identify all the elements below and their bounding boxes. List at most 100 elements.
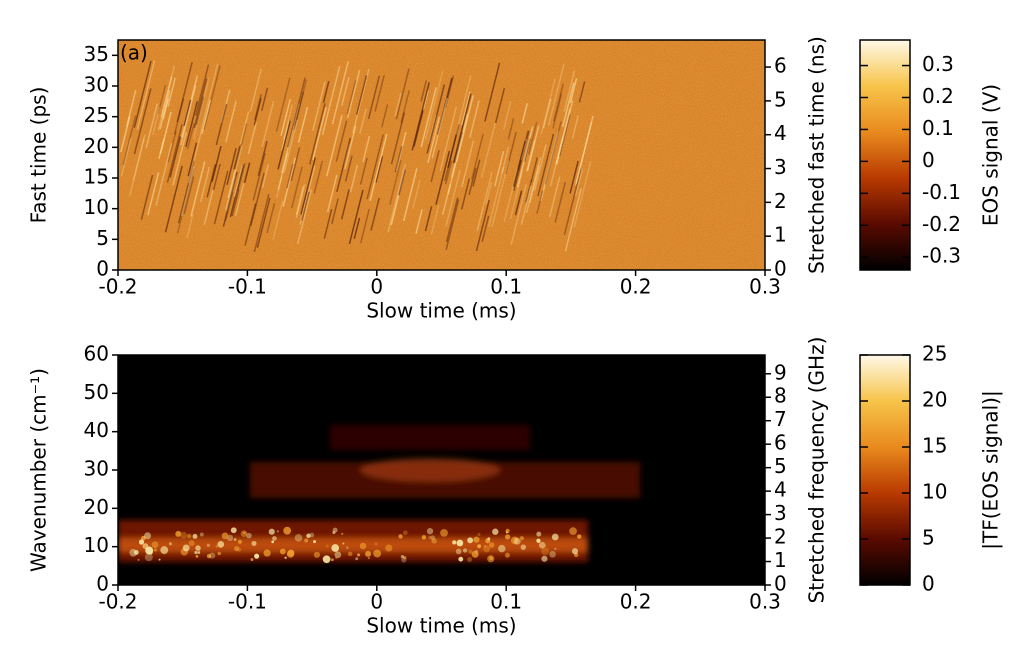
texture	[462, 548, 468, 553]
texture	[187, 130, 203, 184]
texture	[390, 112, 406, 165]
x-tick-label: 0	[370, 275, 383, 299]
texture	[335, 120, 348, 162]
texture	[554, 181, 567, 223]
texture	[430, 150, 440, 183]
texture	[136, 60, 156, 130]
texture	[225, 100, 237, 143]
texture	[185, 101, 199, 148]
texture	[385, 544, 393, 552]
texture	[194, 550, 198, 555]
texture	[282, 104, 294, 140]
texture	[536, 531, 542, 537]
y2-tick-label: 3	[774, 501, 787, 525]
texture	[461, 140, 475, 188]
texture	[527, 121, 538, 155]
y2-tick-label: 3	[774, 155, 787, 179]
texture	[552, 93, 563, 129]
texture	[144, 553, 153, 562]
texture	[468, 549, 473, 554]
y-tick-label: 30	[84, 457, 109, 481]
y-tick-label: 0	[96, 572, 109, 596]
texture	[349, 164, 359, 193]
texture	[344, 125, 357, 170]
texture	[426, 527, 434, 535]
texture	[215, 545, 219, 548]
texture	[504, 534, 511, 540]
texture	[533, 144, 547, 191]
texture	[295, 184, 306, 219]
texture	[578, 81, 586, 103]
texture	[471, 133, 484, 180]
texture	[158, 558, 161, 561]
texture	[435, 150, 451, 206]
texture	[403, 530, 408, 536]
texture	[427, 116, 441, 163]
texture	[484, 62, 501, 122]
texture	[240, 530, 248, 537]
texture	[182, 544, 190, 552]
texture	[294, 534, 303, 542]
texture	[548, 176, 561, 218]
colorbar-title: EOS signal (V)	[979, 84, 1003, 226]
texture	[442, 184, 452, 215]
texture	[138, 539, 145, 545]
texture	[254, 94, 262, 121]
texture	[331, 198, 339, 225]
texture	[120, 137, 132, 177]
y2-tick-label: 8	[774, 384, 787, 408]
texture	[352, 68, 370, 134]
texture	[230, 527, 237, 534]
texture	[152, 107, 161, 136]
texture	[520, 185, 532, 226]
texture	[428, 535, 432, 540]
texture	[206, 164, 217, 198]
texture	[482, 171, 493, 207]
y-tick-label: 15	[84, 165, 109, 189]
texture	[453, 131, 464, 164]
texture	[268, 528, 275, 535]
texture	[374, 542, 378, 546]
texture	[431, 538, 437, 544]
texture	[471, 550, 479, 558]
texture	[167, 77, 176, 107]
texture	[341, 532, 344, 535]
texture	[520, 138, 528, 161]
texture	[509, 170, 524, 220]
texture	[286, 550, 295, 558]
texture	[145, 103, 159, 149]
texture	[452, 93, 472, 164]
texture	[206, 543, 211, 548]
y-tick-label: 20	[84, 134, 109, 158]
texture	[365, 550, 372, 557]
texture	[151, 541, 159, 549]
texture	[257, 140, 268, 176]
texture	[554, 547, 557, 551]
texture	[341, 76, 350, 106]
texture	[180, 85, 197, 146]
texture	[547, 63, 565, 126]
texture	[512, 140, 526, 187]
texture	[304, 538, 309, 543]
texture	[445, 197, 459, 242]
texture	[467, 557, 473, 563]
texture	[445, 169, 461, 227]
texture	[192, 78, 210, 140]
texture	[162, 98, 170, 120]
texture	[488, 542, 495, 548]
texture	[290, 147, 301, 181]
x-tick-label: -0.2	[98, 275, 137, 299]
texture	[326, 174, 338, 213]
texture	[133, 88, 152, 155]
texture	[480, 122, 497, 178]
texture	[261, 164, 270, 188]
texture	[239, 111, 250, 145]
texture	[183, 99, 192, 126]
texture	[149, 550, 153, 555]
texture	[475, 199, 490, 252]
texture	[455, 95, 474, 163]
texture	[347, 551, 353, 557]
texture	[498, 544, 506, 553]
texture	[183, 176, 195, 215]
